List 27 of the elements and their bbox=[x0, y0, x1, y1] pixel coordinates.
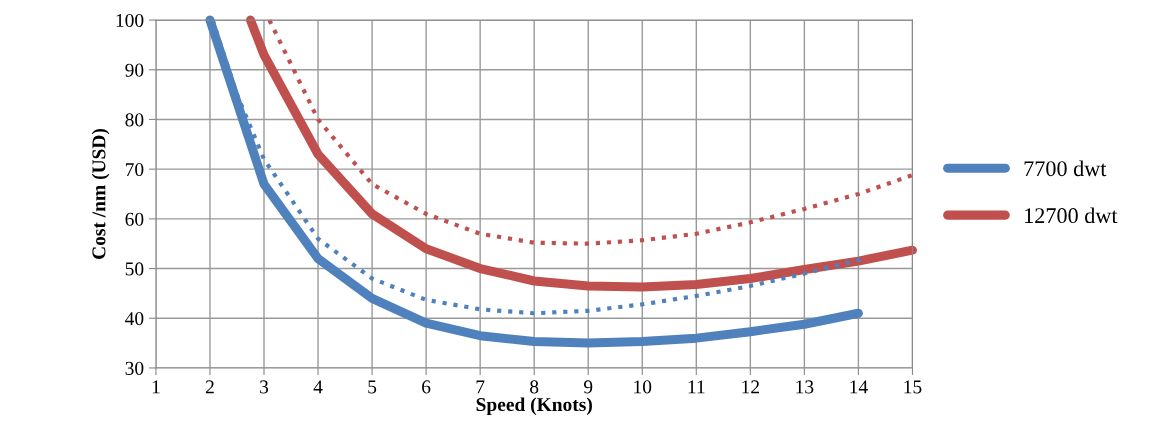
y-tick-label: 70 bbox=[125, 162, 144, 177]
x-tick-label: 5 bbox=[368, 380, 377, 394]
x-tick-label: 6 bbox=[422, 380, 431, 394]
legend-label: 12700 dwt bbox=[1025, 207, 1118, 224]
x-tick-label: 14 bbox=[850, 380, 868, 394]
y-tick-label: 90 bbox=[125, 63, 144, 77]
y-tick-label: 100 bbox=[116, 13, 144, 28]
x-tick-label: 10 bbox=[634, 380, 652, 394]
x-tick-label: 13 bbox=[796, 380, 814, 394]
x-tick-label: 4 bbox=[313, 380, 323, 394]
x-tick-label: 2 bbox=[205, 380, 214, 394]
x-axis-title: Speed (Knots) bbox=[476, 397, 592, 416]
x-tick-label: 7 bbox=[476, 380, 485, 394]
y-tick-label: 80 bbox=[125, 113, 144, 127]
x-tick-label: 1 bbox=[152, 380, 160, 394]
y-axis-title: Cost /nm (USD) bbox=[91, 128, 110, 259]
x-tick-label: 11 bbox=[688, 380, 705, 394]
y-tick-label: 40 bbox=[125, 312, 144, 326]
x-tick-label: 8 bbox=[530, 380, 539, 394]
y-tick-label: 50 bbox=[125, 262, 144, 276]
x-tick-label: 15 bbox=[904, 380, 922, 394]
x-tick-label: 3 bbox=[260, 380, 269, 394]
x-tick-label: 12 bbox=[742, 380, 759, 394]
legend-label: 7700 dwt bbox=[1024, 160, 1107, 177]
y-tick-label: 30 bbox=[125, 361, 144, 375]
x-tick-label: 9 bbox=[583, 380, 593, 394]
y-tick-label: 60 bbox=[125, 212, 144, 226]
